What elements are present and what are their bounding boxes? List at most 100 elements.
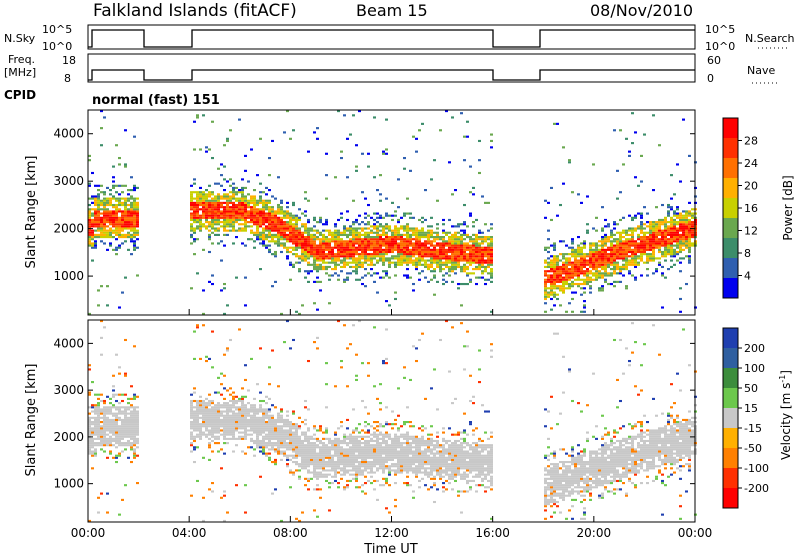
- velocity-cell: [340, 448, 343, 451]
- velocity-cell: [298, 452, 301, 455]
- power-cell: [460, 240, 463, 243]
- power-cell: [475, 238, 478, 241]
- power-cell: [433, 270, 436, 273]
- power-cell: [682, 244, 685, 247]
- power-cell: [292, 263, 295, 266]
- power-cell: [688, 235, 691, 239]
- power-cell: [316, 265, 319, 269]
- velocity-cell: [280, 416, 283, 419]
- power-cell: [676, 244, 679, 247]
- power-cell: [640, 180, 643, 183]
- power-cell: [325, 174, 328, 177]
- velocity-cell: [109, 408, 112, 411]
- power-cell: [676, 212, 679, 215]
- power-cell: [88, 197, 91, 200]
- power-cell: [193, 214, 196, 217]
- power-cell: [658, 231, 661, 234]
- velocity-cell: [214, 410, 217, 413]
- power-cell: [589, 263, 592, 266]
- power-cell: [430, 265, 433, 269]
- velocity-cell: [241, 412, 244, 415]
- power-cell: [364, 240, 367, 243]
- velocity-cell: [280, 452, 283, 455]
- power-cell: [304, 214, 307, 217]
- power-cell: [343, 233, 346, 236]
- power-cell: [268, 233, 271, 236]
- power-cell: [115, 231, 118, 234]
- velocity-cell: [199, 435, 202, 438]
- velocity-cell: [295, 423, 298, 426]
- power-cell: [640, 259, 643, 262]
- power-cell: [490, 310, 493, 313]
- power-cell: [88, 216, 91, 219]
- power-cell: [544, 261, 547, 264]
- power-cell: [115, 229, 118, 232]
- power-cell: [190, 212, 193, 215]
- power-cell: [319, 238, 322, 241]
- power-cell: [241, 208, 244, 211]
- velocity-cell: [343, 488, 346, 491]
- power-cell: [202, 223, 205, 226]
- power-cell: [328, 233, 331, 236]
- power-cell: [385, 300, 388, 303]
- power-cell: [463, 250, 466, 254]
- velocity-cell: [232, 433, 235, 436]
- power-cell: [208, 223, 211, 226]
- power-cell: [307, 238, 310, 241]
- power-cell: [439, 270, 442, 273]
- power-cell: [640, 216, 643, 219]
- velocity-cell: [226, 427, 229, 430]
- velocity-cell: [94, 421, 97, 424]
- power-cell: [448, 250, 451, 254]
- power-cell: [232, 214, 235, 217]
- velocity-cell: [280, 437, 283, 440]
- velocity-cell: [337, 458, 340, 461]
- power-cell: [451, 246, 454, 249]
- power-cell: [133, 201, 136, 204]
- velocity-cell: [286, 429, 289, 432]
- velocity-cell: [112, 395, 115, 398]
- power-cell: [94, 195, 97, 198]
- velocity-cell: [346, 450, 349, 453]
- power-cell: [331, 233, 334, 236]
- power-cell: [244, 206, 247, 209]
- power-cell: [577, 259, 580, 262]
- velocity-cell: [97, 412, 100, 415]
- power-cell: [433, 261, 436, 264]
- power-cell: [598, 257, 601, 260]
- velocity-cell: [115, 442, 118, 445]
- power-cell: [316, 263, 319, 266]
- power-cell: [613, 223, 616, 226]
- power-cell: [463, 265, 466, 269]
- velocity-cell: [340, 469, 343, 472]
- velocity-cell: [286, 463, 289, 466]
- velocity-cell: [307, 446, 310, 449]
- power-cell: [115, 191, 118, 194]
- power-cell: [682, 214, 685, 217]
- velocity-cell: [346, 469, 349, 472]
- power-cell: [250, 221, 253, 224]
- power-cell: [577, 285, 580, 288]
- velocity-cell: [211, 418, 214, 421]
- power-cell: [472, 268, 475, 271]
- power-cell: [319, 257, 322, 260]
- velocity-cell: [346, 435, 349, 438]
- power-cell: [277, 235, 280, 239]
- power-cell: [643, 238, 646, 241]
- power-cell: [133, 246, 136, 249]
- velocity-cell: [262, 408, 265, 411]
- power-cell: [370, 229, 373, 232]
- velocity-cell: [295, 454, 298, 457]
- velocity-cell: [286, 433, 289, 436]
- power-cell: [208, 214, 211, 217]
- power-cell: [556, 263, 559, 266]
- power-cell: [349, 240, 352, 243]
- power-cell: [304, 242, 307, 245]
- power-cell: [136, 214, 139, 217]
- power-cell: [100, 184, 103, 187]
- power-cell: [124, 201, 127, 204]
- power-cell: [445, 261, 448, 264]
- velocity-cell: [103, 433, 106, 436]
- velocity-cell: [235, 423, 238, 426]
- power-cell: [421, 253, 424, 256]
